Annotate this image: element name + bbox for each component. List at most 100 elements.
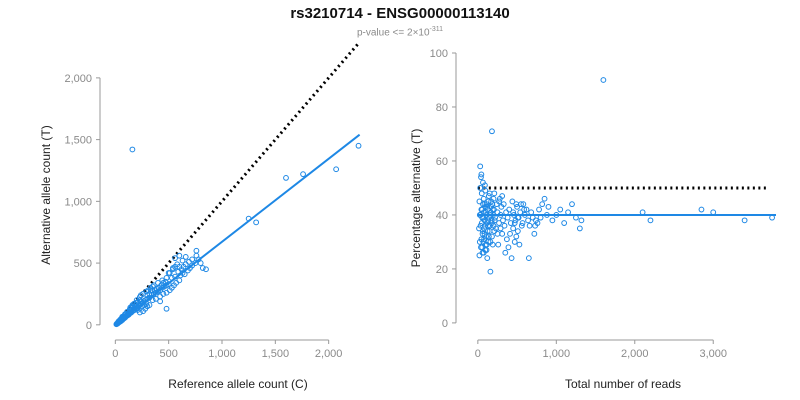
y-axis-label: Alternative allele count (T) [39, 125, 53, 264]
data-point [639, 209, 646, 216]
data-point [518, 222, 525, 229]
y-tick-label: 80 [436, 102, 448, 114]
data-point [300, 171, 306, 178]
chart-subtitle: p-value <= 2×10-311 [0, 26, 800, 38]
data-point [482, 187, 489, 194]
data-point [199, 265, 206, 271]
data-point [502, 249, 509, 256]
data-point [484, 228, 491, 235]
data-point [491, 217, 498, 224]
data-point [176, 263, 183, 270]
data-point [513, 233, 520, 240]
data-point [569, 201, 575, 208]
data-point [484, 203, 491, 210]
data-point [146, 302, 153, 308]
data-point [491, 206, 497, 213]
data-point [500, 201, 507, 208]
x-tick-label: 0 [112, 348, 118, 360]
data-point [561, 220, 568, 226]
data-point [189, 256, 196, 263]
data-point [484, 255, 491, 262]
data-point [478, 171, 485, 178]
data-point [545, 203, 552, 210]
data-point [504, 214, 511, 221]
y-axis-label: Percentage alternative (T) [409, 129, 423, 268]
data-point [526, 222, 533, 229]
data-point [193, 252, 200, 259]
data-point [525, 255, 532, 262]
data-point [495, 241, 502, 248]
data-point [193, 247, 200, 254]
y-tick-label: 60 [436, 156, 448, 168]
data-point [489, 128, 495, 135]
data-point [529, 214, 536, 221]
data-point [480, 195, 487, 202]
data-point [172, 255, 178, 262]
data-point [647, 217, 654, 224]
data-point [481, 225, 488, 232]
data-point [523, 206, 530, 213]
data-point [482, 247, 489, 253]
x-tick-label: 2,000 [621, 348, 649, 360]
left-panel-allele-counts: 0 500 1,000 1,500 2,000 0 500 1,000 1,500 2,000 Re… [39, 42, 362, 391]
data-point [510, 225, 517, 232]
data-point [514, 228, 521, 235]
y-tick-label: 0 [86, 320, 92, 332]
data-point [170, 265, 176, 271]
x-tick-label: 1,500 [262, 348, 290, 360]
data-point [565, 209, 571, 216]
data-point [541, 195, 548, 202]
data-point [557, 206, 564, 213]
y-tick-label: 1,000 [64, 196, 92, 208]
x-axis-label: Reference allele count (C) [168, 377, 307, 391]
data-point [507, 230, 513, 237]
data-point [283, 174, 289, 181]
data-point [253, 219, 260, 226]
x-tick-label: 1,000 [208, 348, 236, 360]
x-tick-label: 1,000 [543, 348, 571, 360]
data-point [525, 217, 531, 224]
data-point [485, 239, 492, 245]
data-point [485, 198, 492, 205]
data-point [355, 142, 362, 149]
data-point [136, 309, 143, 316]
data-point [483, 233, 489, 240]
y-tick-label: 100 [430, 48, 448, 60]
data-point [477, 163, 484, 170]
data-point [505, 244, 512, 251]
y-tick-label: 500 [74, 258, 92, 270]
x-tick-label: 0 [475, 348, 481, 360]
subtitle-prefix: p-value <= 2×10 [356, 27, 430, 39]
data-point [549, 217, 556, 224]
data-point [485, 217, 491, 224]
data-point [160, 291, 167, 297]
data-point [506, 206, 513, 213]
data-point [478, 174, 484, 181]
y-tick-label: 2,000 [64, 73, 92, 85]
data-point [157, 298, 164, 305]
data-point [539, 201, 546, 208]
data-point [520, 201, 527, 208]
data-point [494, 230, 501, 237]
data-point [489, 201, 496, 208]
data-point [485, 222, 491, 229]
data-point [486, 190, 493, 197]
data-point [203, 266, 209, 273]
data-point [159, 277, 166, 284]
data-point [491, 190, 498, 197]
data-point [489, 241, 496, 248]
data-point [508, 255, 515, 262]
data-point [511, 220, 518, 226]
data-point [163, 305, 170, 312]
data-point [163, 275, 170, 281]
data-point [482, 182, 488, 189]
y-tick-label: 1,500 [64, 135, 92, 147]
y-tick-label: 20 [436, 264, 448, 276]
data-point [521, 206, 528, 213]
data-point [176, 252, 183, 259]
right-panel-percentage: 0 1,000 2,000 3,000 0 20 40 60 80 100 Total number… [409, 48, 776, 391]
x-tick-label: 500 [159, 348, 177, 360]
data-point [769, 214, 775, 221]
data-point [531, 230, 538, 237]
data-point [532, 222, 539, 229]
